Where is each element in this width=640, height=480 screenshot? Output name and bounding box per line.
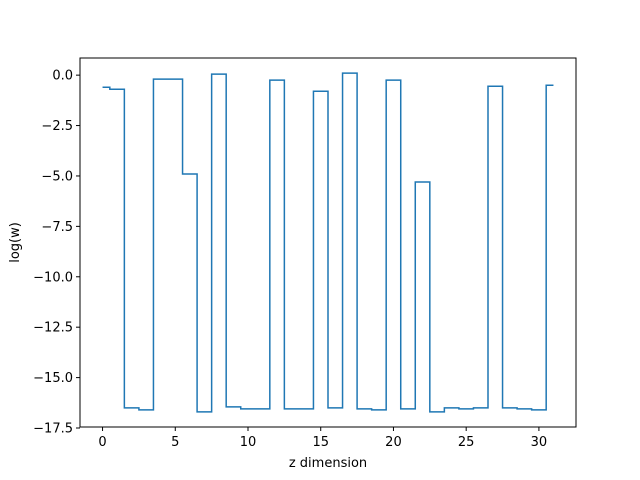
x-axis-label: z dimension xyxy=(289,456,367,471)
x-tick-label: 25 xyxy=(458,435,475,450)
y-tick-label: −12.5 xyxy=(33,321,73,336)
y-tick-label: −17.5 xyxy=(33,422,73,437)
series-line-0 xyxy=(102,72,554,413)
y-axis: 0.0 −2.5 −5.0 −7.5 −10.0 −12.5 −15.0 −17.5 xyxy=(33,69,80,437)
y-tick-label: 0.0 xyxy=(52,69,73,84)
x-axis: 0 5 10 15 20 25 30 xyxy=(98,427,547,450)
x-tick-label: 5 xyxy=(171,435,179,450)
x-tick-label: 15 xyxy=(312,435,329,450)
y-tick-label: −15.0 xyxy=(33,371,73,386)
y-tick-label: −5.0 xyxy=(41,169,73,184)
x-tick-label: 30 xyxy=(531,435,548,450)
axes-frame xyxy=(79,57,577,428)
x-tick-label: 20 xyxy=(385,435,402,450)
series-layer xyxy=(102,72,554,413)
y-tick-label: −10.0 xyxy=(33,270,73,285)
x-tick-label: 0 xyxy=(98,435,106,450)
x-tick-label: 10 xyxy=(240,435,257,450)
y-axis-label: log(w) xyxy=(8,222,23,263)
y-tick-label: −7.5 xyxy=(41,220,73,235)
y-tick-label: −2.5 xyxy=(41,119,73,134)
